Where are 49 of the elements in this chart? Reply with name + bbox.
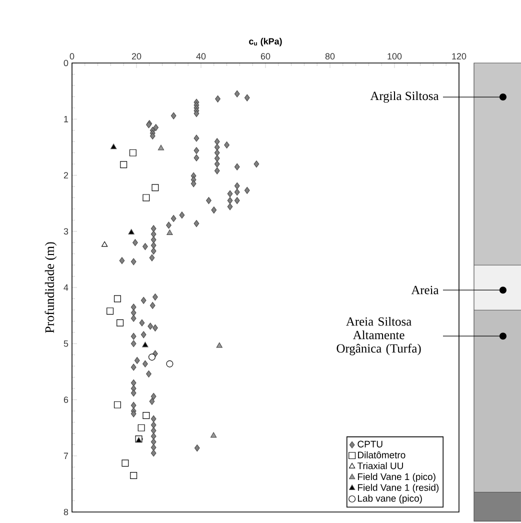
legend-label: Field Vane 1 (resid) bbox=[358, 484, 438, 493]
legend-label: Triaxial UU bbox=[357, 462, 403, 470]
y-tick-label: 2 bbox=[64, 172, 68, 178]
point bbox=[152, 184, 159, 192]
point bbox=[166, 230, 173, 235]
annotation: Areia Siltosa Altamente Orgânica (Turfa) bbox=[336, 316, 421, 356]
point bbox=[114, 295, 121, 302]
y-tick-label: 7 bbox=[64, 452, 68, 459]
point bbox=[158, 144, 164, 150]
point bbox=[142, 194, 150, 202]
x-tick-label: 40 bbox=[196, 53, 206, 60]
y-tick-label: 5 bbox=[64, 340, 68, 347]
point bbox=[210, 432, 217, 438]
point bbox=[129, 149, 136, 156]
y-tick-label: 0 bbox=[64, 60, 68, 66]
x-tick-label: 120 bbox=[452, 53, 466, 60]
y-tick-label: 8 bbox=[64, 508, 68, 516]
x-tick-label: 20 bbox=[132, 53, 142, 60]
point bbox=[106, 308, 114, 315]
x-tick-label: 80 bbox=[325, 53, 335, 60]
y-tick-label: 3 bbox=[64, 228, 68, 235]
x-tick-label: 60 bbox=[260, 53, 270, 60]
point bbox=[166, 360, 174, 368]
point bbox=[142, 342, 148, 348]
point bbox=[128, 229, 134, 234]
y-tick-label: 6 bbox=[64, 396, 68, 403]
y-tick-label: 1 bbox=[64, 116, 68, 122]
point bbox=[142, 412, 150, 419]
point bbox=[122, 460, 129, 467]
legend-label: Field Vane 1 (pico) bbox=[358, 473, 436, 482]
point bbox=[101, 241, 108, 247]
point bbox=[116, 319, 124, 326]
legend-label: CPTU bbox=[358, 440, 382, 448]
x-axis-title: c$_{u}$ (kPa) bbox=[248, 38, 282, 46]
annotation: Areia bbox=[411, 286, 439, 294]
point bbox=[114, 401, 121, 408]
legend-label: Lab vane (pico) bbox=[358, 494, 422, 504]
legend-label: Dilatômetro bbox=[358, 451, 406, 458]
point bbox=[216, 342, 222, 348]
point bbox=[148, 354, 156, 361]
point bbox=[120, 161, 127, 168]
point bbox=[138, 424, 145, 432]
x-tick-label: 0 bbox=[70, 53, 74, 60]
point bbox=[130, 472, 137, 480]
point bbox=[110, 144, 117, 150]
annotation: Argila Siltosa bbox=[370, 91, 438, 103]
y-axis-title: Profundidade (m) bbox=[44, 242, 57, 333]
y-tick-label: 4 bbox=[64, 284, 68, 291]
x-tick-label: 100 bbox=[388, 53, 402, 60]
